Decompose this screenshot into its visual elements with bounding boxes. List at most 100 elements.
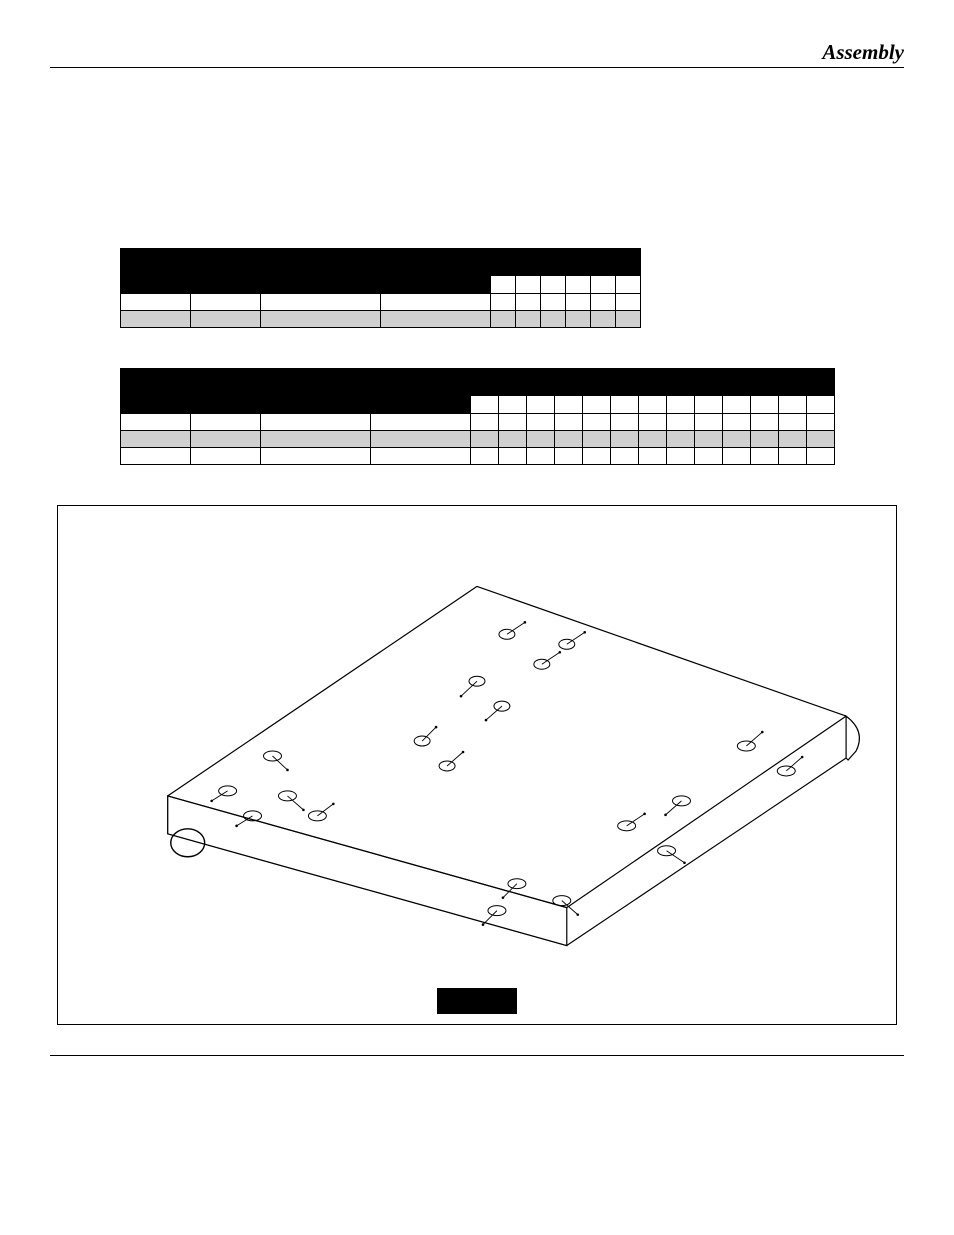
mounting-plate-diagram: [68, 516, 886, 996]
table-cell: [516, 294, 541, 311]
table-cell: [191, 311, 261, 328]
table-cell: [381, 311, 491, 328]
table-cell: [807, 414, 835, 431]
table-header-wide: [121, 369, 471, 414]
table-cell: [723, 448, 751, 465]
table-cell: [639, 414, 667, 431]
table-subheader-cell: [527, 396, 555, 414]
table-subheader-cell: [723, 396, 751, 414]
table-cell: [555, 448, 583, 465]
table-cell: [555, 431, 583, 448]
table-cell: [723, 431, 751, 448]
table-cell: [566, 311, 591, 328]
table-subheader-cell: [555, 396, 583, 414]
table-cell: [491, 294, 516, 311]
table-row: [121, 431, 835, 448]
table-cell: [527, 448, 555, 465]
table-cell: [639, 448, 667, 465]
table-cell: [591, 311, 616, 328]
table-cell: [191, 294, 261, 311]
table-cell: [639, 431, 667, 448]
table-cell: [471, 414, 499, 431]
table-row: [121, 294, 641, 311]
table-cell: [566, 294, 591, 311]
table-cell: [527, 414, 555, 431]
table-subheader-cell: [471, 396, 499, 414]
figure-label: [437, 988, 517, 1014]
page-title: Assembly: [50, 40, 904, 65]
table-row: [121, 311, 641, 328]
table-cell: [807, 448, 835, 465]
table-cell: [191, 448, 261, 465]
table-cell: [779, 414, 807, 431]
figure-box: [57, 505, 897, 1025]
table-cell: [555, 414, 583, 431]
table-row: [121, 414, 835, 431]
table-subheader-cell: [499, 396, 527, 414]
fastener-size-table-1: [120, 248, 641, 328]
table-header-wide: [121, 249, 491, 294]
table-cell: [191, 414, 261, 431]
table-cell: [779, 431, 807, 448]
table-cell: [499, 448, 527, 465]
table-cell: [583, 448, 611, 465]
table-cell: [667, 414, 695, 431]
table-subheader-cell: [779, 396, 807, 414]
table-cell: [591, 294, 616, 311]
table-cell: [121, 431, 191, 448]
table-cell: [611, 448, 639, 465]
table-subheader-cell: [807, 396, 835, 414]
tables-area: [50, 248, 904, 465]
table-cell: [583, 414, 611, 431]
table-cell: [261, 414, 371, 431]
table-cell: [261, 294, 381, 311]
table-cell: [191, 431, 261, 448]
table-cell: [499, 414, 527, 431]
table-cell: [611, 414, 639, 431]
table-cell: [807, 431, 835, 448]
table-cell: [616, 294, 641, 311]
table-cell: [371, 414, 471, 431]
table-cell: [751, 448, 779, 465]
table-cell: [751, 431, 779, 448]
table-cell: [491, 311, 516, 328]
table-subheader-cell: [491, 276, 516, 294]
table-subheader-cell: [695, 396, 723, 414]
table-cell: [695, 448, 723, 465]
table-header-narrow: [491, 249, 641, 276]
table-cell: [121, 448, 191, 465]
table-subheader-cell: [583, 396, 611, 414]
top-spacer: [50, 98, 904, 248]
table-cell: [611, 431, 639, 448]
table-cell: [471, 431, 499, 448]
table-cell: [779, 448, 807, 465]
table-cell: [541, 294, 566, 311]
table-subheader-cell: [751, 396, 779, 414]
table-subheader-cell: [516, 276, 541, 294]
table-subheader-cell: [611, 396, 639, 414]
table-cell: [723, 414, 751, 431]
table-subheader-cell: [591, 276, 616, 294]
table-cell: [121, 414, 191, 431]
footer-rule: [50, 1055, 904, 1056]
table-cell: [381, 294, 491, 311]
table-cell: [616, 311, 641, 328]
table-cell: [261, 311, 381, 328]
table-cell: [261, 448, 371, 465]
table-cell: [121, 294, 191, 311]
table-cell: [371, 448, 471, 465]
table-cell: [695, 414, 723, 431]
table-cell: [516, 311, 541, 328]
page-header: Assembly: [50, 40, 904, 68]
table-subheader-cell: [667, 396, 695, 414]
table-cell: [261, 431, 371, 448]
table-cell: [667, 448, 695, 465]
table-row: [121, 448, 835, 465]
table-cell: [499, 431, 527, 448]
table-cell: [471, 448, 499, 465]
table-header-narrow: [471, 369, 835, 396]
table-subheader-cell: [566, 276, 591, 294]
table-cell: [695, 431, 723, 448]
fastener-size-table-2: [120, 368, 835, 465]
table-cell: [541, 311, 566, 328]
